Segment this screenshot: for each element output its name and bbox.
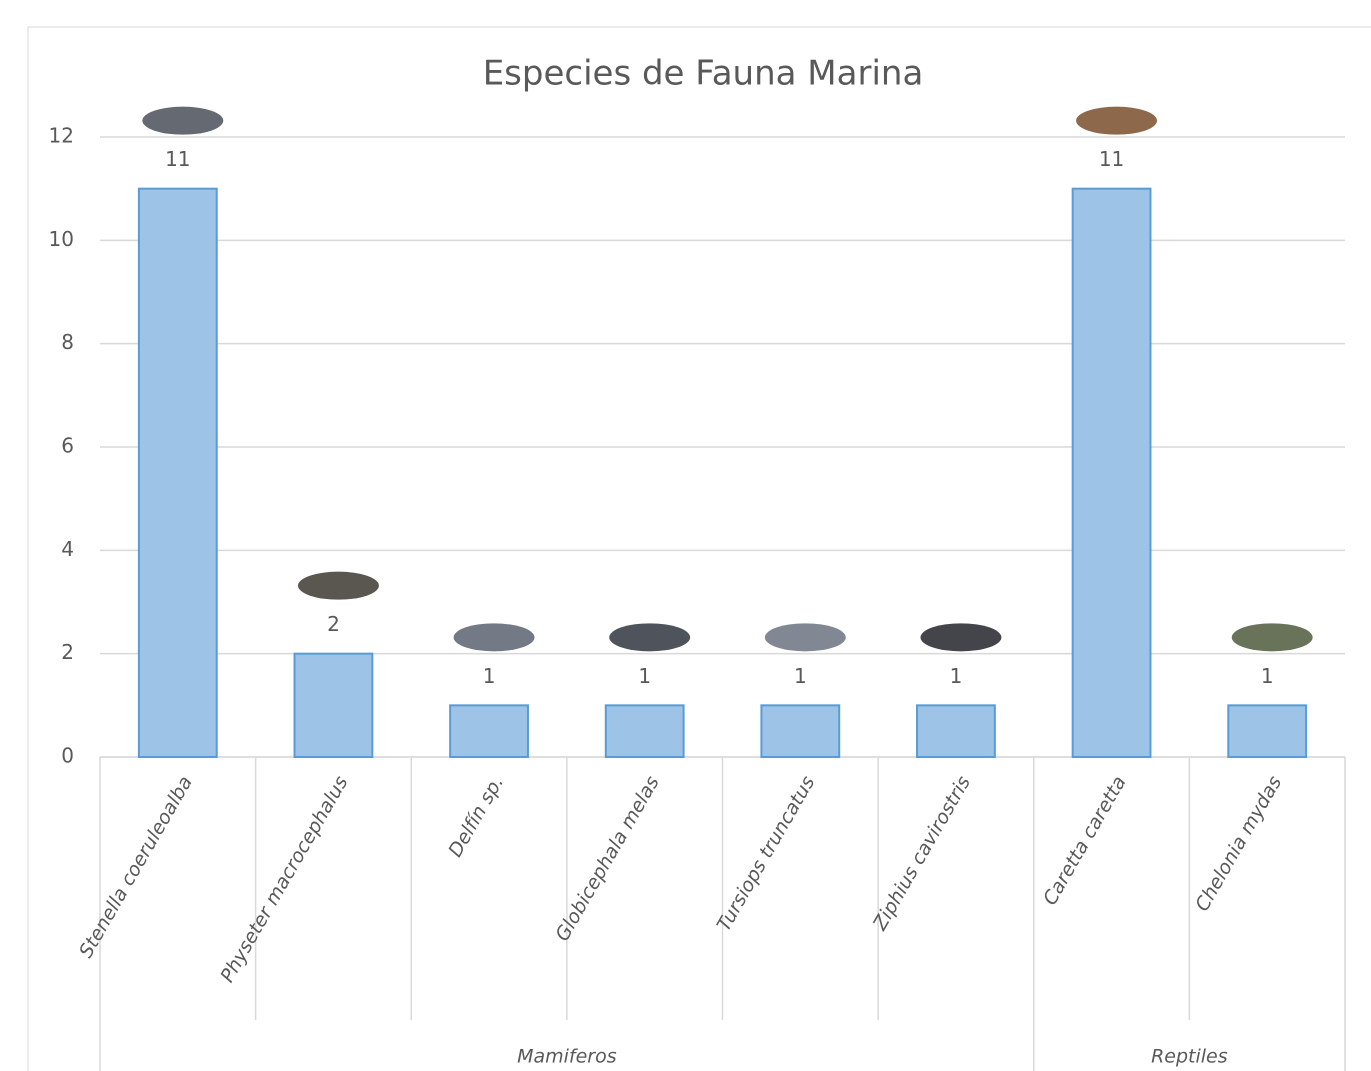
chart-title: Especies de Fauna Marina <box>483 54 924 94</box>
animal-illustration <box>609 623 691 652</box>
animal-illustration <box>1231 623 1313 652</box>
value-label: 1 <box>483 664 496 688</box>
y-tick-label: 0 <box>61 744 74 768</box>
bar <box>137 187 218 758</box>
animal-illustration <box>1076 106 1158 135</box>
value-label: 1 <box>794 664 807 688</box>
animal-illustration <box>920 623 1002 652</box>
bar <box>293 652 374 759</box>
value-label: 1 <box>950 664 963 688</box>
bar <box>760 704 841 758</box>
group-label: Mamiferos <box>517 1046 617 1068</box>
chart-frame <box>27 26 1371 1071</box>
value-label: 1 <box>1261 664 1274 688</box>
animal-illustration <box>453 623 535 652</box>
bar <box>1227 704 1308 758</box>
value-label: 1 <box>638 664 651 688</box>
value-label: 11 <box>165 147 190 171</box>
y-tick-label: 12 <box>49 124 74 148</box>
bar <box>916 704 996 758</box>
animal-illustration <box>297 571 379 600</box>
bar <box>1071 187 1152 758</box>
bar <box>604 704 685 758</box>
y-tick-label: 2 <box>61 640 74 664</box>
group-label: Reptiles <box>1151 1046 1228 1068</box>
y-tick-label: 10 <box>49 227 74 251</box>
value-label: 2 <box>327 612 340 636</box>
bar <box>449 704 529 758</box>
y-tick-label: 6 <box>61 434 74 458</box>
value-label: 11 <box>1099 147 1124 171</box>
y-tick-label: 8 <box>61 330 74 354</box>
animal-illustration <box>764 623 846 652</box>
animal-illustration <box>142 106 224 135</box>
y-tick-label: 4 <box>61 537 74 561</box>
